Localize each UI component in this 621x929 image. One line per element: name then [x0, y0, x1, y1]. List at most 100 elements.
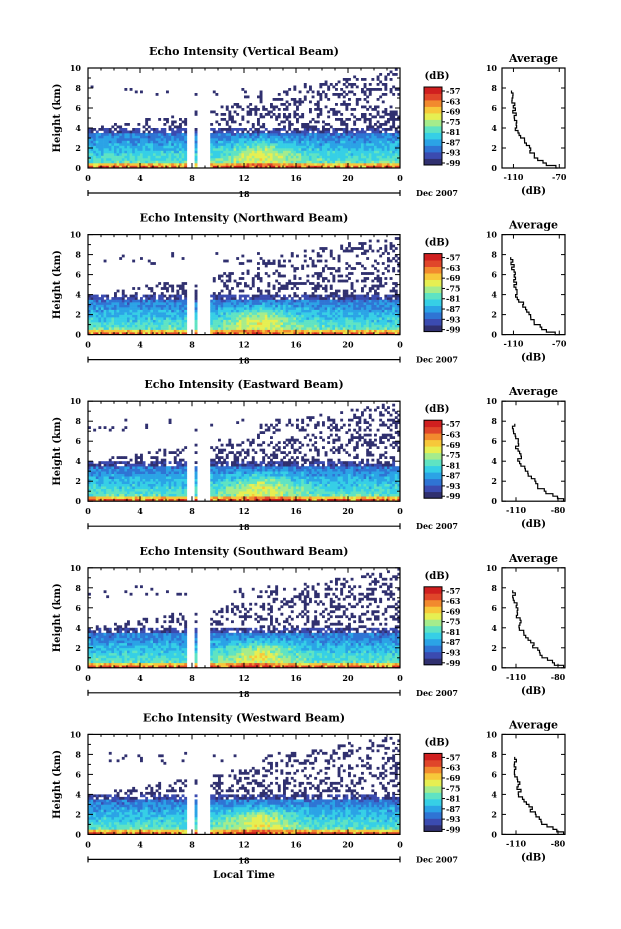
heatmap-cell — [119, 145, 123, 149]
heatmap-cell — [381, 319, 385, 323]
heatmap-cell — [88, 329, 91, 333]
heatmap-cell — [140, 314, 143, 318]
heatmap-cell — [345, 130, 349, 134]
heatmap-cell — [322, 307, 325, 310]
heatmap-cell — [150, 165, 154, 169]
heatmap-cell — [283, 113, 286, 116]
heatmap-cell — [233, 322, 237, 325]
heatmap-cell — [350, 272, 354, 275]
heatmap-cell — [145, 299, 149, 303]
avg-y-tick-label: 4 — [491, 123, 497, 133]
heatmap-cell — [267, 314, 271, 318]
heatmap-cell — [127, 302, 130, 305]
heatmap-cell — [296, 145, 299, 149]
heatmap-cell — [212, 312, 216, 315]
heatmap-cell — [121, 130, 125, 134]
heatmap-cell — [119, 299, 123, 303]
heatmap-cell — [394, 128, 398, 131]
heatmap-cell — [231, 130, 234, 134]
heatmap-cell — [327, 133, 331, 136]
heatmap-cell — [246, 133, 250, 136]
heatmap-cell — [158, 332, 162, 335]
heatmap-cell — [160, 307, 164, 310]
heatmap-cell — [249, 145, 253, 149]
heatmap-cell — [345, 332, 349, 335]
heatmap-cell — [285, 317, 289, 320]
heatmap-cell — [179, 143, 182, 146]
heatmap-cell — [293, 130, 297, 134]
heatmap-cell — [88, 461, 91, 464]
heatmap-cell — [121, 153, 125, 156]
heatmap-cell — [121, 317, 125, 320]
heatmap-cell — [111, 322, 115, 325]
heatmap-cell — [119, 496, 123, 499]
heatmap-cell — [233, 312, 237, 315]
heatmap-cell — [322, 304, 325, 308]
heatmap-cell — [132, 309, 136, 313]
heatmap-cell — [160, 158, 164, 161]
heatmap-cell — [223, 327, 227, 330]
heatmap-cell — [103, 319, 107, 323]
heatmap-cell — [306, 322, 310, 325]
heatmap-cell — [329, 324, 333, 328]
heatmap-cell — [277, 143, 281, 146]
heatmap-cell — [316, 254, 320, 258]
heatmap-cell — [348, 304, 351, 308]
heatmap-cell — [158, 307, 162, 310]
heatmap-cell — [233, 332, 237, 335]
heatmap-cell — [155, 160, 159, 164]
heatmap-cell — [371, 133, 375, 136]
heatmap-cell — [88, 466, 91, 469]
heatmap-cell — [249, 150, 253, 154]
heatmap-cell — [132, 304, 136, 308]
heatmap-cell — [90, 476, 94, 479]
heatmap-cell — [155, 163, 159, 166]
heatmap-cell — [140, 481, 143, 484]
heatmap-cell — [116, 153, 120, 156]
heatmap-cell — [176, 160, 180, 164]
heatmap-cell — [311, 317, 315, 320]
heatmap-cell — [324, 165, 328, 169]
heatmap-cell — [95, 473, 99, 477]
heatmap-cell — [376, 317, 380, 320]
heatmap-cell — [374, 299, 377, 303]
heatmap-cell — [332, 277, 336, 280]
heatmap-cell — [220, 309, 224, 313]
heatmap-cell — [111, 327, 115, 330]
heatmap-cell — [376, 140, 380, 144]
heatmap-cell — [389, 163, 393, 166]
heatmap-cell — [381, 332, 385, 335]
heatmap-cell — [116, 473, 120, 477]
heatmap-cell — [293, 140, 297, 144]
heatmap-cell — [361, 272, 364, 275]
heatmap-cell — [319, 302, 323, 305]
heatmap-cell — [298, 133, 302, 136]
heatmap-cell — [163, 140, 167, 144]
heatmap-cell — [111, 498, 115, 502]
heatmap-cell — [288, 123, 292, 126]
heatmap-cell — [280, 120, 284, 124]
heatmap-cell — [124, 319, 128, 323]
heatmap-cell — [350, 297, 354, 300]
heatmap-cell — [379, 123, 383, 126]
heatmap-cell — [241, 118, 245, 121]
heatmap-cell — [381, 284, 385, 288]
heatmap-cell — [194, 93, 198, 96]
heatmap-cell — [119, 163, 123, 166]
heatmap-cell — [166, 329, 169, 333]
heatmap-cell — [184, 160, 188, 164]
heatmap-cell — [111, 140, 115, 144]
heatmap-cell — [231, 332, 234, 335]
heatmap-cell — [350, 319, 354, 323]
heatmap-cell — [303, 317, 307, 320]
heatmap-cell — [340, 314, 344, 318]
heatmap-cell — [108, 304, 112, 308]
heatmap-cell — [93, 155, 97, 159]
heatmap-cell — [132, 297, 136, 300]
heatmap-cell — [384, 324, 388, 328]
heatmap-cell — [231, 145, 234, 149]
heatmap-cell — [316, 143, 320, 146]
heatmap-cell — [127, 158, 130, 161]
heatmap-cell — [140, 478, 143, 482]
heatmap-cell — [314, 158, 318, 161]
